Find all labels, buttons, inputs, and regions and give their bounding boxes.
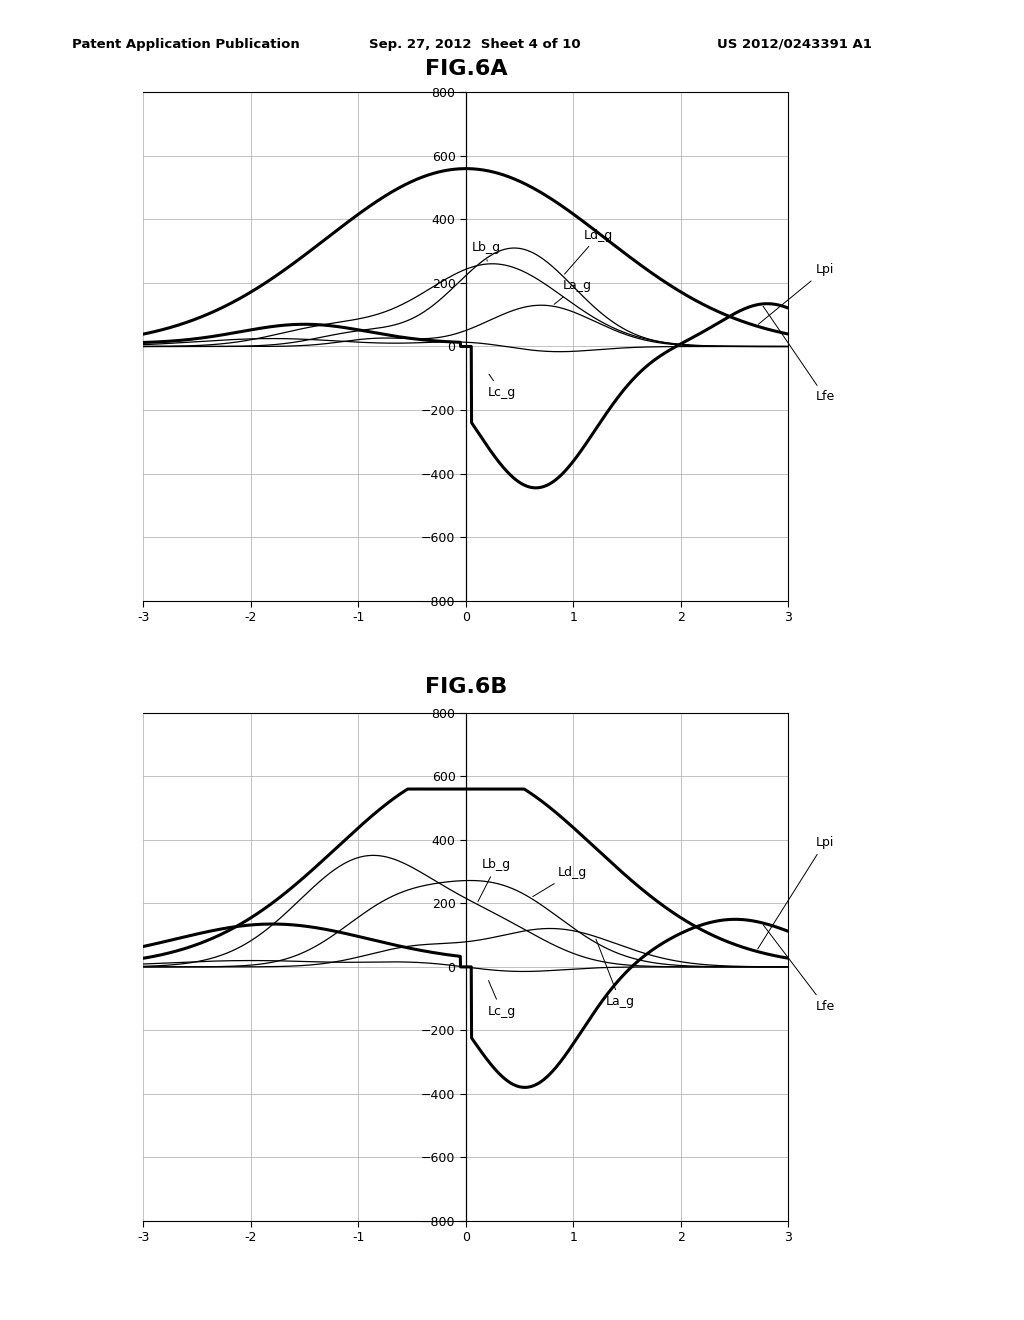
- Text: FIG.6B: FIG.6B: [425, 677, 507, 697]
- Text: La_g: La_g: [596, 939, 635, 1008]
- Text: Ld_g: Ld_g: [532, 866, 587, 896]
- Text: Lc_g: Lc_g: [487, 374, 516, 399]
- Text: Lpi: Lpi: [758, 836, 834, 949]
- Text: Lb_g: Lb_g: [478, 858, 511, 902]
- Text: FIG.6A: FIG.6A: [425, 59, 507, 79]
- Text: Patent Application Publication: Patent Application Publication: [72, 37, 299, 50]
- Text: Sep. 27, 2012  Sheet 4 of 10: Sep. 27, 2012 Sheet 4 of 10: [369, 37, 581, 50]
- Text: Lfe: Lfe: [763, 925, 835, 1012]
- Text: Lb_g: Lb_g: [471, 242, 501, 261]
- Text: Lc_g: Lc_g: [487, 981, 516, 1018]
- Text: Lfe: Lfe: [763, 306, 835, 404]
- Text: La_g: La_g: [554, 280, 592, 305]
- Text: US 2012/0243391 A1: US 2012/0243391 A1: [717, 37, 871, 50]
- Text: Lpi: Lpi: [759, 264, 834, 325]
- Text: Ld_g: Ld_g: [564, 228, 613, 275]
